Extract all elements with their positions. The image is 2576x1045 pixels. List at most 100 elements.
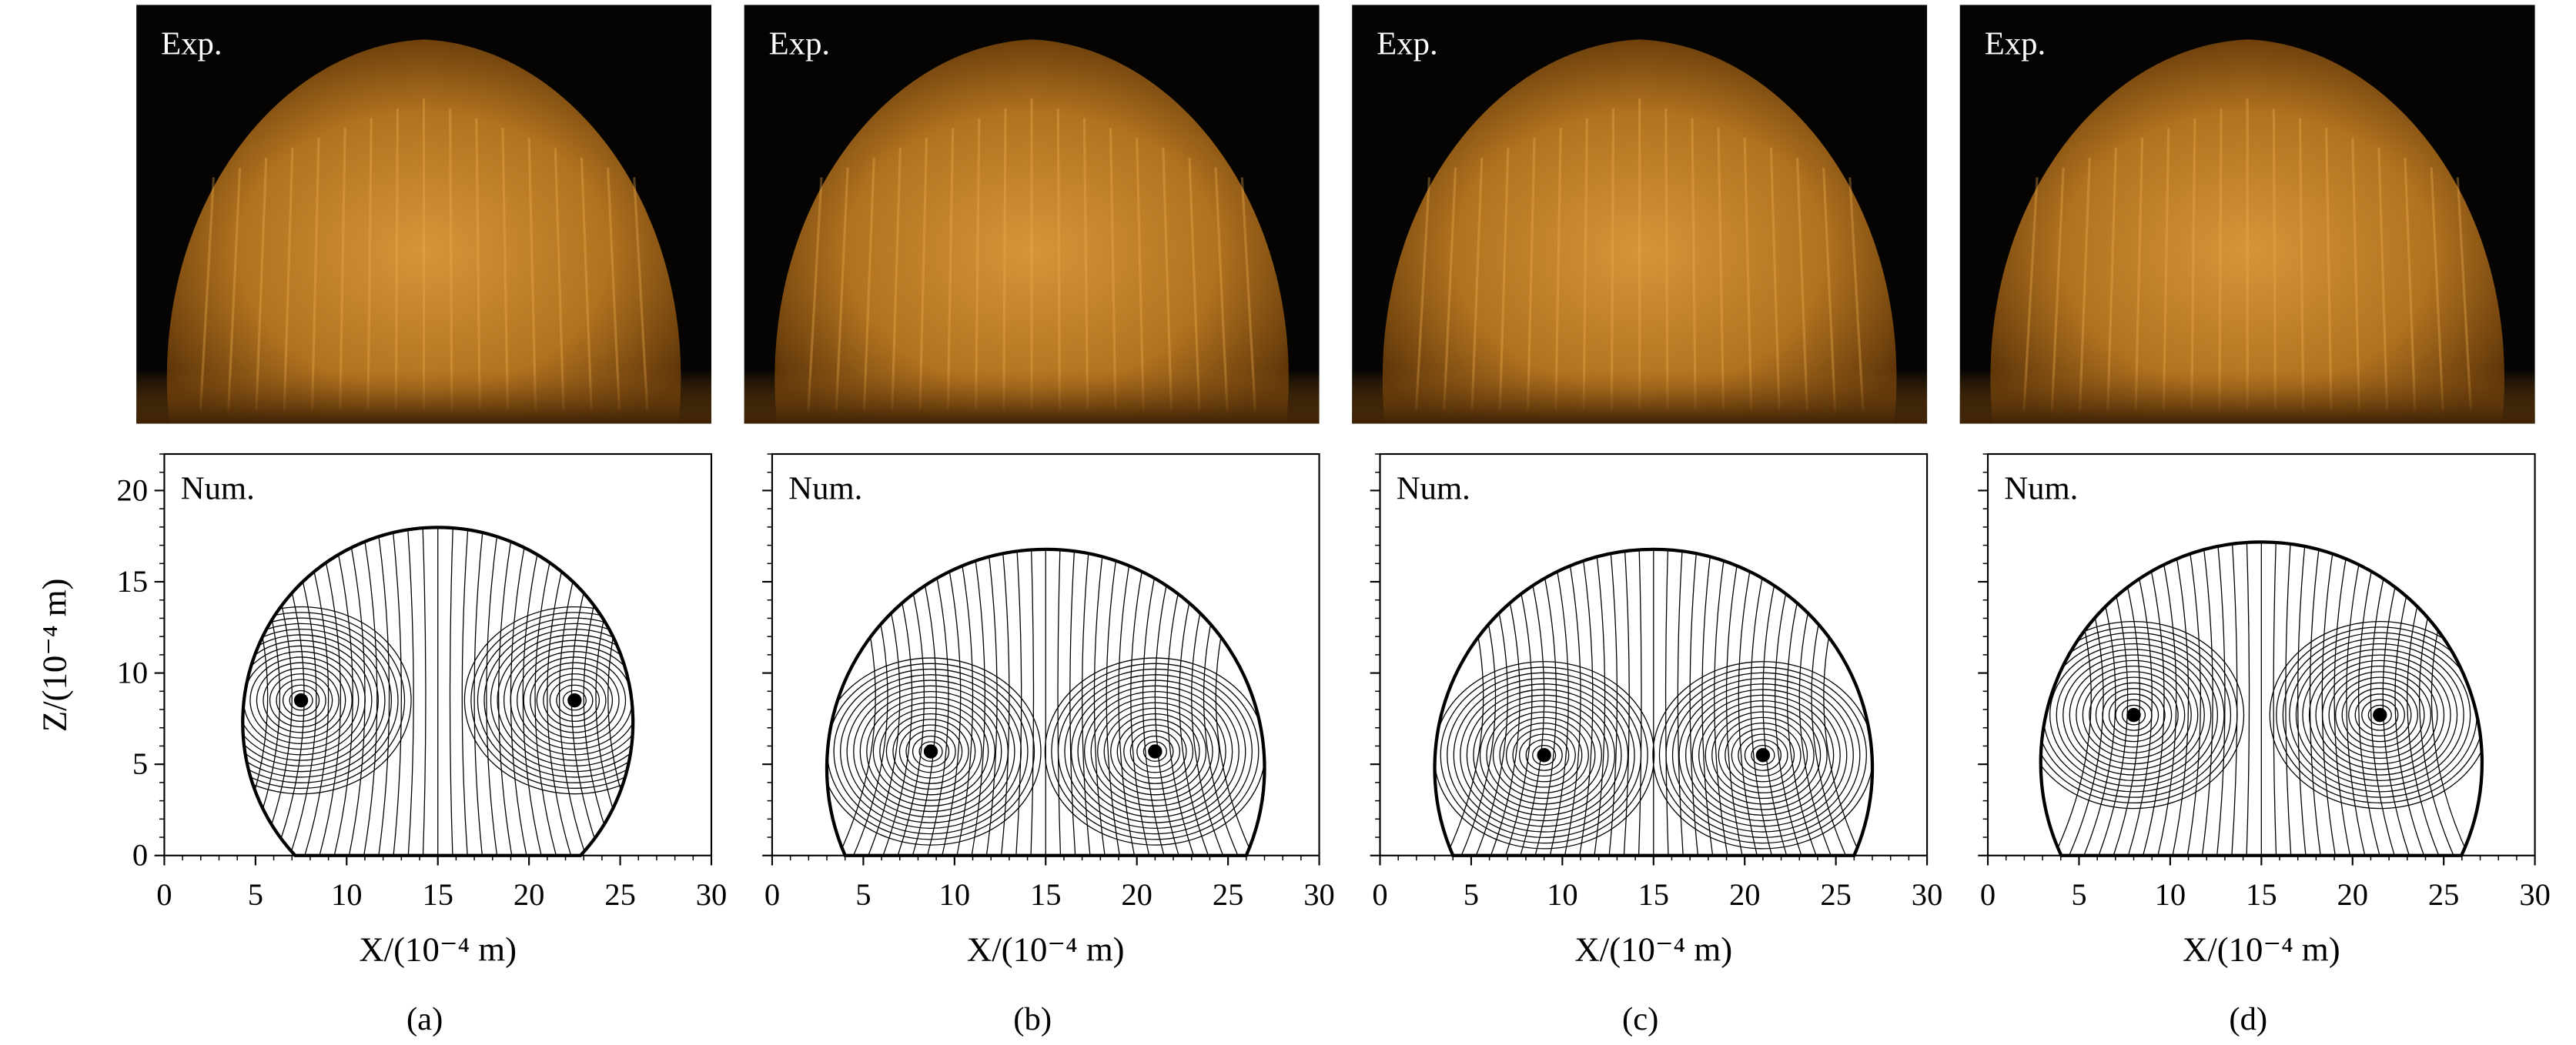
vortex-streamline [1705,706,1822,805]
vortex-streamline [483,623,634,778]
streamline [1677,549,1691,856]
vortex-streamline [2082,671,2186,760]
photo-streak [554,147,565,411]
photo-streak [1691,118,1697,411]
vortex-streamline [2321,666,2438,765]
streamline [1490,549,1545,856]
streamline [2062,542,2129,856]
vortex-streamline [2361,699,2399,731]
streamline [1508,549,1557,856]
streamline [1093,549,1119,856]
vortex-streamline [470,612,634,790]
streamline [1106,549,1137,856]
streamline [1454,549,1521,856]
streamlines [243,527,634,856]
photo-streak [891,147,902,411]
vortex-streamline [1116,719,1194,784]
photo-streak [2162,128,2170,411]
vortex-streamline [1658,666,1867,844]
x-tick-label: 20 [514,877,545,912]
streamline [2394,542,2461,856]
vortex-streamline [898,724,963,779]
streamline [1798,549,1872,856]
streamline [2297,542,2317,856]
vortex-streamline [846,679,1015,823]
vortex-streamline [1711,711,1815,800]
vortex-streamline [1466,689,1622,822]
vortex-streamline [243,639,373,761]
vortex-streamline [1083,690,1226,813]
vortex-streamline [1434,661,1655,850]
photo-streak [394,108,400,411]
photo-streak [1717,128,1725,411]
vortex-streamline [2108,693,2159,736]
y-tick-label: 0 [132,838,148,873]
vortex-streamline [1479,699,1609,810]
x-tick-label: 15 [1638,877,1670,912]
x-tick-label: 10 [939,877,971,912]
streamline [1434,549,1497,856]
streamlines [2040,542,2482,856]
streamline [461,527,475,856]
photo-streak [1664,108,1669,411]
streamline [900,549,949,856]
x-tick-label: 30 [696,877,728,912]
photo-streak [2134,138,2144,411]
vortex-streamline [1505,722,1583,788]
vortex-streamline [1057,668,1253,835]
x-tick-label: 5 [2071,877,2086,912]
streamline [2243,542,2250,856]
streamline [1009,549,1022,856]
streamline [1738,549,1781,856]
streamline [1714,549,1745,856]
streamline [2419,542,2482,856]
streamline [955,549,985,856]
photo-streak [1498,147,1510,411]
vortex-streamline [2341,682,2419,748]
vortex-streamline [243,612,406,790]
droplet-outline [241,526,635,857]
y-tick-label: 10 [117,655,149,689]
vortex-streamline [1051,663,1260,840]
vortex-streamline [1070,679,1239,823]
vortex-streamline [1064,674,1246,829]
vortex-streamline [1691,694,1835,816]
vortex-streamline [1532,744,1557,766]
vortex-streamline [866,696,995,806]
streamline [243,527,305,856]
x-axis-label: X/(10⁻⁴ m) [2183,930,2340,968]
photo-streak [475,118,481,411]
exp-label: Exp. [1985,25,2046,62]
vortex-streamline [1499,716,1589,793]
vortex-streamline [2115,699,2153,731]
streamline [2382,542,2443,856]
vortex-streamline [1460,683,1629,827]
x-tick-label: 0 [156,877,172,912]
vortex-streamline [840,674,1022,829]
exp-label: Exp. [769,25,830,62]
vortex-streamline [2095,682,2173,748]
streamline [2206,542,2226,856]
streamline [2134,542,2177,856]
streamline [864,549,925,856]
exp-label: Exp. [161,25,222,62]
photo-streak [2298,118,2305,411]
streamline [1215,549,1265,856]
caption: (a) [406,1001,443,1037]
photo-streak [310,138,320,411]
vortex-streamline [477,617,634,783]
photo-streak [2404,157,2417,411]
photo-droplet [1990,39,2504,424]
streamline [1617,549,1630,856]
vortex-streamline [872,702,989,801]
photo-streak [2190,118,2196,411]
vortex-streamline [2367,704,2392,726]
photo-streak [918,138,928,411]
vortex-streamline [2289,637,2471,793]
vortex-streamline [2040,632,2232,798]
streamline [310,527,353,856]
streamline [583,527,634,856]
streamline [449,527,457,856]
x-tick-label: 20 [1121,877,1153,912]
